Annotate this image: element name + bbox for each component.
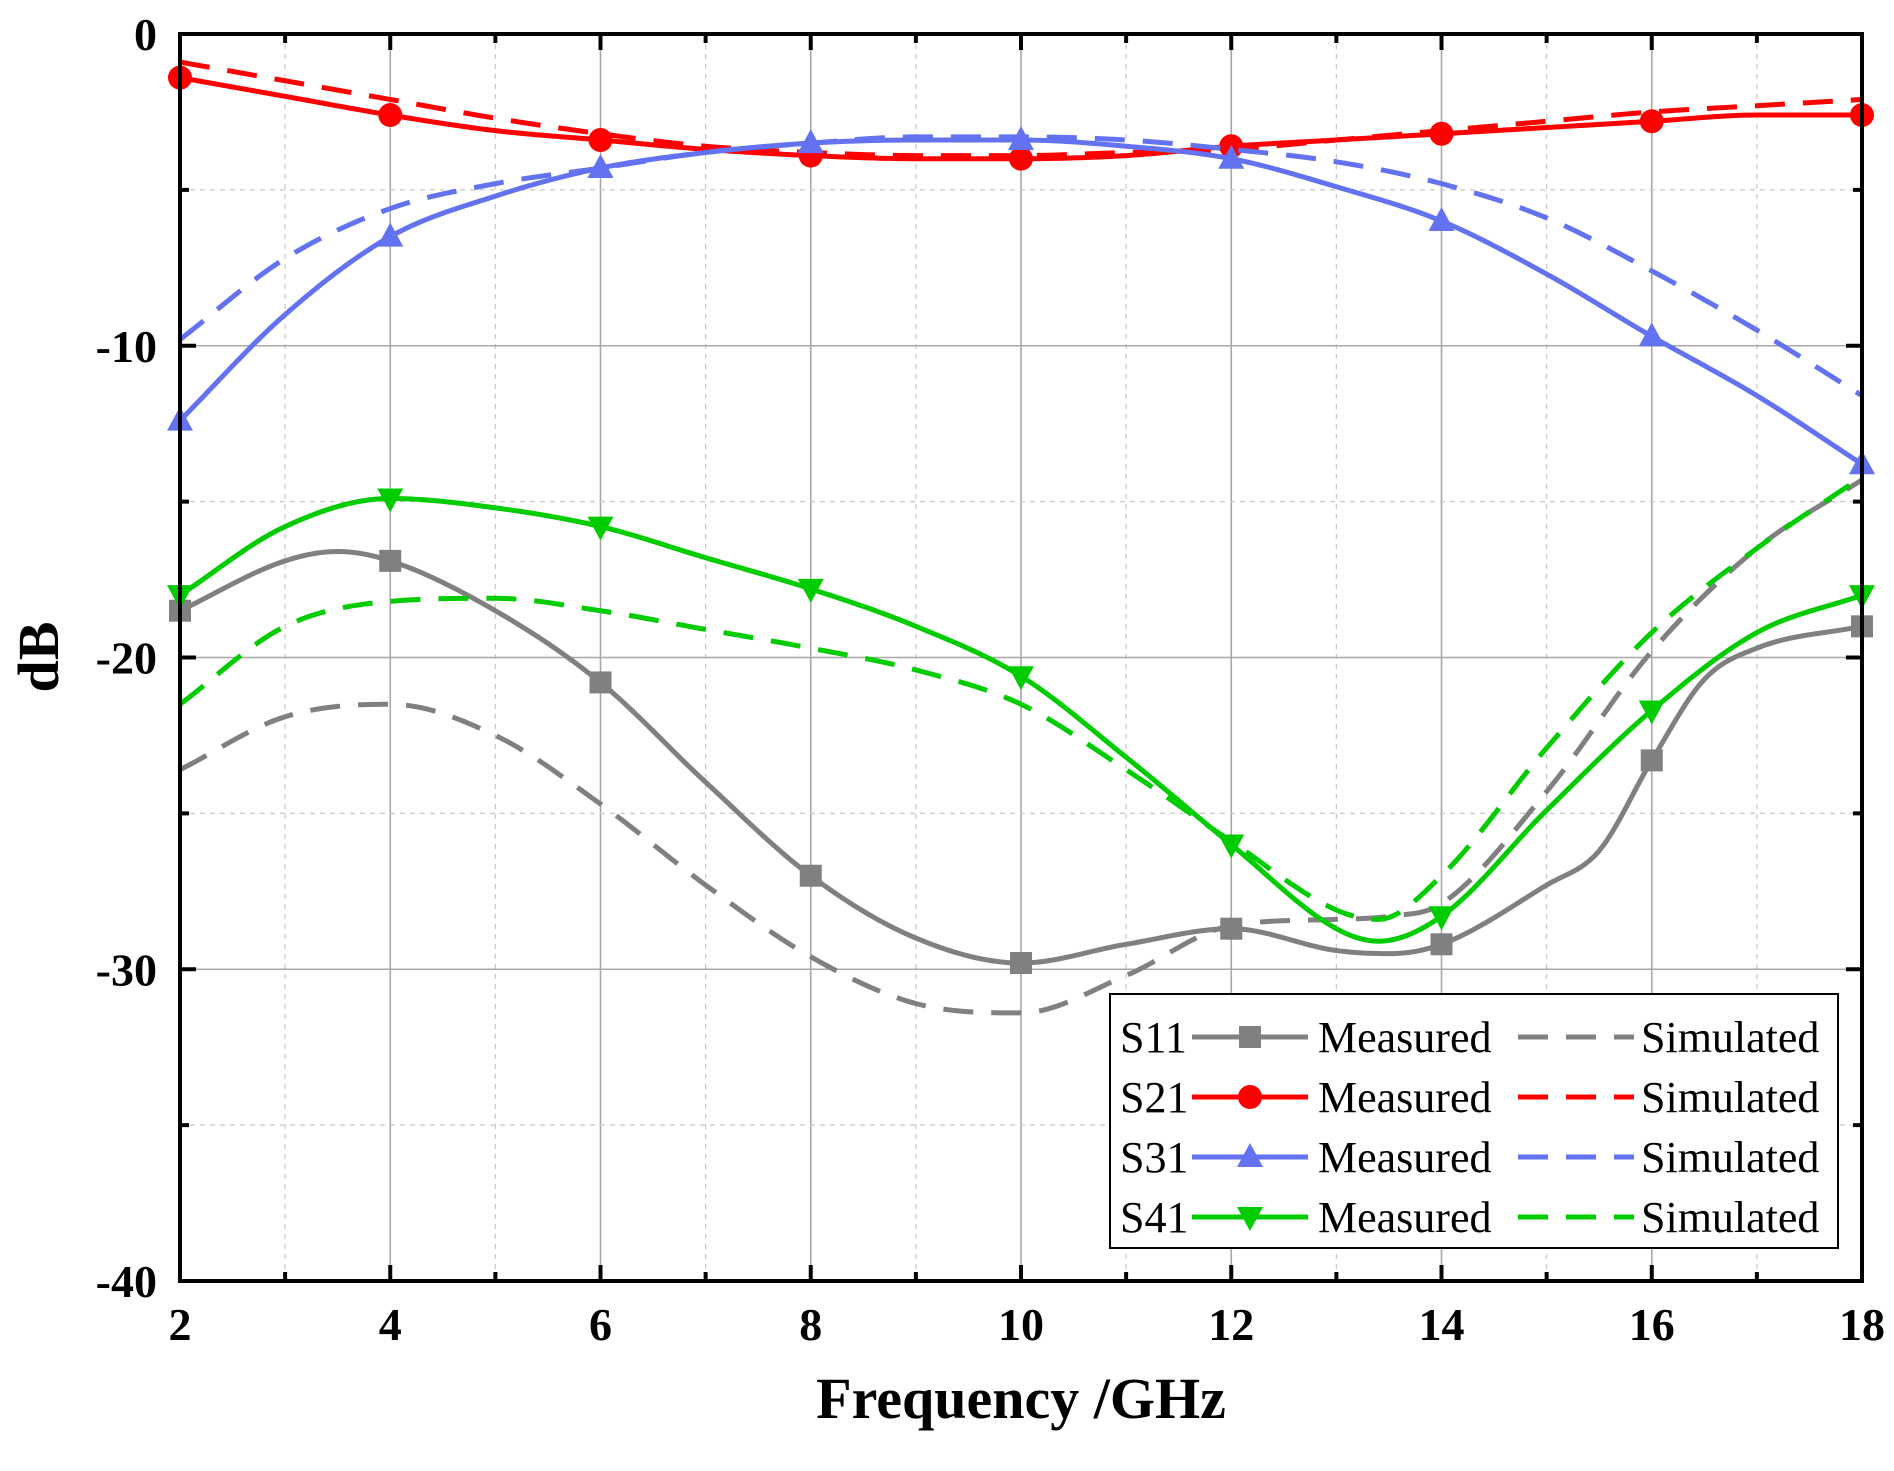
legend-measured-label: Measured (1318, 1013, 1492, 1062)
series-s31-marker (587, 154, 614, 179)
series-s21-marker (378, 103, 403, 128)
series-s21-marker (1009, 146, 1033, 171)
y-axis-title: dB (6, 622, 71, 693)
x-tick-label: 14 (1419, 1299, 1465, 1350)
legend-simulated-label: Simulated (1641, 1073, 1819, 1122)
series-s11-marker (799, 864, 822, 887)
legend-entry-s11: S11 Measured Simulated (1120, 1013, 1819, 1062)
series-s11-marker (1220, 917, 1243, 940)
series-s41-simulated-line (178, 474, 1864, 922)
series-s11-marker (1430, 933, 1453, 956)
series-s11-marker (1640, 749, 1663, 772)
series-s41-marker (1008, 666, 1034, 691)
legend-measured-marker (1237, 1207, 1263, 1231)
legend-series-name: S41 (1120, 1193, 1188, 1242)
series-s41-marker (1428, 906, 1455, 931)
y-tick-label: -40 (96, 1256, 157, 1307)
y-tick-label: 0 (134, 9, 157, 60)
legend-entry-s41: S41 Measured Simulated (1120, 1193, 1819, 1242)
series-s31-marker (1218, 144, 1245, 169)
legend-series-name: S11 (1120, 1013, 1187, 1062)
x-tick-label: 16 (1629, 1299, 1675, 1350)
legend-measured-marker (1239, 1026, 1261, 1048)
tick-labels: 2 4 6 8 10 12 14 16 18 0 -10 -20 -30 -40 (96, 9, 1885, 1350)
legend-series-name: S31 (1120, 1133, 1188, 1182)
series-s11-marker (379, 549, 402, 572)
series-s11-marker (1010, 952, 1032, 975)
axis-ticks (178, 32, 1864, 1283)
series-s31-marker (1008, 125, 1034, 150)
legend-measured-marker (1237, 1143, 1263, 1167)
series-s41-marker (1218, 834, 1245, 859)
x-tick-label: 10 (998, 1299, 1044, 1350)
series-s11 (169, 477, 1873, 1016)
series-s31-marker (1428, 207, 1455, 232)
series-s41-marker (1638, 700, 1665, 725)
series-s41 (167, 474, 1875, 944)
x-tick-label: 4 (379, 1299, 402, 1350)
series-s41-marker (797, 578, 824, 603)
plot-series (167, 59, 1875, 1016)
legend-simulated-label: Simulated (1641, 1193, 1819, 1242)
series-s11-simulated-line (178, 477, 1864, 1016)
legend-entry-s31: S31 Measured Simulated (1120, 1133, 1819, 1182)
series-s41-marker (587, 516, 614, 541)
legend-measured-label: Measured (1318, 1133, 1492, 1182)
legend-measured-label: Measured (1318, 1073, 1492, 1122)
y-tick-label: -30 (96, 944, 157, 995)
x-tick-label: 2 (169, 1299, 192, 1350)
y-tick-label: -10 (96, 321, 157, 372)
x-tick-label: 6 (589, 1299, 612, 1350)
legend: S11 Measured Simulated S21 Measured Simulated… (1109, 993, 1839, 1249)
y-tick-label: -20 (96, 633, 157, 684)
x-tick-label: 8 (799, 1299, 822, 1350)
legend-series-name: S21 (1120, 1073, 1188, 1122)
series-s31-marker (797, 129, 824, 154)
series-s21-simulated-line (179, 59, 1863, 159)
series-s21-marker (588, 127, 613, 152)
legend-simulated-label: Simulated (1641, 1133, 1819, 1182)
series-s11-marker (589, 671, 612, 694)
series-s31-marker (1638, 322, 1665, 347)
x-tick-label: 18 (1839, 1299, 1885, 1350)
legend-measured-label: Measured (1318, 1193, 1492, 1242)
legend-measured-marker (1238, 1085, 1262, 1109)
series-s21-marker (1639, 109, 1664, 134)
series-s31-marker (377, 222, 404, 247)
series-s41-marker (377, 488, 404, 513)
legend-simulated-label: Simulated (1641, 1013, 1819, 1062)
series-s21-marker (1429, 121, 1454, 146)
x-tick-label: 12 (1208, 1299, 1254, 1350)
legend-entry-s21: S21 Measured Simulated (1120, 1073, 1819, 1122)
x-axis-title: Frequency /GHz (816, 1366, 1226, 1431)
